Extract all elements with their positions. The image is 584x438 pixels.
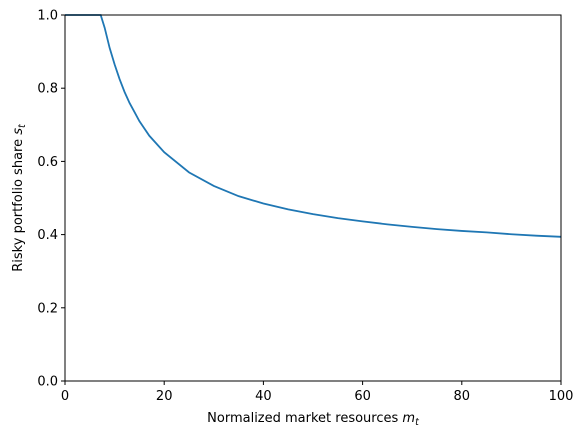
x-axis-label-var: m	[402, 411, 415, 426]
x-tick-label: 0	[61, 389, 69, 404]
x-tick-label: 40	[255, 389, 272, 404]
x-tick-label: 60	[354, 389, 371, 404]
y-tick-label: 1.0	[37, 9, 58, 24]
tick-group: 0 20 40 60 80 100 0.0 0.2 0.4 0.6 0.8 1.0	[37, 9, 573, 405]
x-axis-label-text: Normalized market resources	[207, 411, 402, 426]
series-line	[65, 14, 562, 238]
x-axis-label-sub: t	[415, 417, 420, 428]
axes-frame	[64, 14, 562, 382]
x-tick-label: 80	[454, 389, 471, 404]
y-tick-label: 0.6	[37, 155, 58, 170]
y-tick-label: 0.4	[37, 228, 58, 243]
y-axis-label-sub: t	[17, 123, 28, 128]
y-axis-label-var: s	[11, 128, 26, 135]
y-tick-label: 0.0	[37, 375, 58, 390]
x-tick-label: 20	[156, 389, 173, 404]
x-tick-label: 100	[549, 389, 574, 404]
y-tick-label: 0.8	[37, 82, 58, 97]
y-tick-label: 0.2	[37, 301, 58, 316]
y-axis-label-text: Risky portfolio share	[11, 135, 26, 272]
y-axis-label: Risky portfolio share st	[11, 123, 28, 272]
x-axis-label: Normalized market resources mt	[207, 411, 420, 428]
